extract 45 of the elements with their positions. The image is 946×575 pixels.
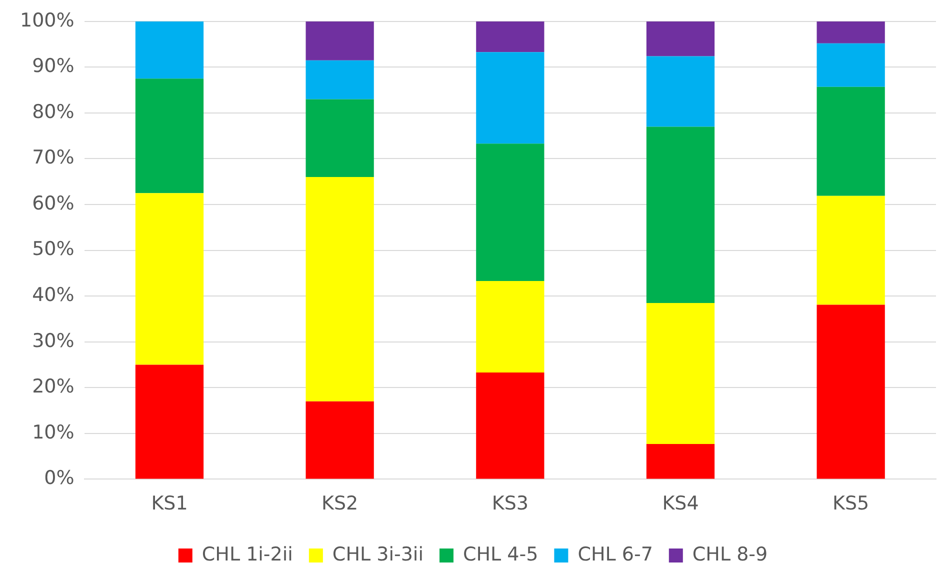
bar <box>816 43 885 87</box>
y-tick-label: 40% <box>32 284 74 306</box>
bar <box>306 60 374 100</box>
y-tick-label: 70% <box>32 146 74 169</box>
x-tick-label: KS1 <box>151 492 188 515</box>
bar <box>816 304 885 479</box>
legend-label: CHL 8-9 <box>692 543 768 566</box>
y-tick-label: 0% <box>44 467 74 490</box>
legend-label: CHL 4-5 <box>462 543 538 566</box>
bar <box>476 21 544 52</box>
y-tick-label: 50% <box>32 238 74 260</box>
bar <box>135 193 204 365</box>
legend-label: CHL 1i-2ii <box>202 543 293 566</box>
bar <box>646 444 715 479</box>
x-tick-label: KS4 <box>662 492 699 515</box>
legend-label: CHL 6-7 <box>578 543 653 566</box>
y-tick-label: 10% <box>32 421 74 444</box>
bar <box>135 21 204 79</box>
y-tick-label: 90% <box>32 55 74 78</box>
y-tick-label: 20% <box>32 376 74 398</box>
bar <box>816 86 885 196</box>
bar <box>646 126 715 303</box>
bar <box>476 144 544 281</box>
bar <box>306 99 374 178</box>
bar <box>476 280 544 373</box>
bar <box>135 78 204 194</box>
x-tick-label: KS5 <box>832 492 870 515</box>
y-tick-label: 60% <box>32 192 74 214</box>
y-tick-label: 100% <box>20 9 74 32</box>
bar <box>646 56 715 127</box>
bar <box>816 196 885 305</box>
bar <box>816 21 885 44</box>
bar <box>135 364 204 479</box>
bar <box>306 401 374 479</box>
bar <box>306 177 374 402</box>
bar <box>476 52 544 144</box>
y-tick-label: 30% <box>32 330 74 352</box>
bar <box>306 21 374 60</box>
y-tick-label: 80% <box>32 100 74 123</box>
bar <box>646 302 715 444</box>
legend-label: CHL 3i-3ii <box>332 543 424 566</box>
bar <box>476 372 544 479</box>
x-tick-label: KS3 <box>492 492 528 515</box>
x-tick-label: KS2 <box>322 492 358 515</box>
bar <box>646 21 715 56</box>
